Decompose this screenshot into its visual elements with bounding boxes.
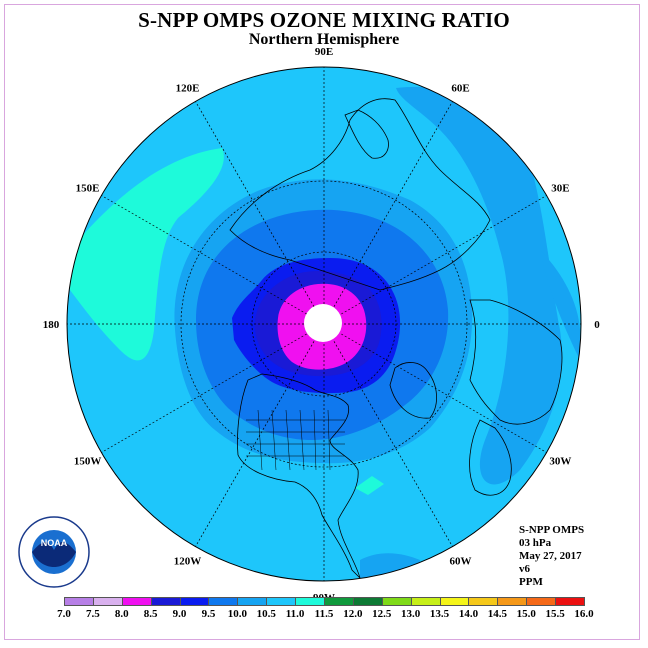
lat-circle-30 (180, 180, 468, 468)
colorbar-segment (526, 597, 557, 606)
colorbar-tick-label: 15.0 (516, 608, 536, 620)
north-america-coast (237, 373, 361, 580)
colorbar-tick-label: 14.0 (458, 608, 479, 620)
colorbar-segment (64, 597, 94, 606)
colorbar-tick-label: 14.5 (487, 608, 507, 620)
colorbar-tick-label: 12.5 (372, 608, 392, 620)
info-level: 03 hPa (519, 537, 552, 549)
contour-10.5-pacific (70, 148, 224, 361)
page-subtitle: Northern Hemisphere (248, 31, 400, 48)
colorbar-segment (410, 597, 441, 606)
colorbar-segment (381, 597, 412, 606)
colorbar-tick-label: 7.5 (86, 608, 100, 620)
colorbar-tick-label: 9.0 (172, 608, 187, 620)
colorbar-segment (497, 597, 528, 606)
colorbar-tick-label: 16.0 (574, 608, 594, 620)
colorbar-tick-label: 10.0 (227, 608, 247, 620)
info-units: PPM (519, 576, 543, 588)
noaa-logo: NOAA (18, 516, 90, 588)
info-instrument: S-NPP OMPS (519, 524, 585, 536)
europe-coast (469, 299, 563, 425)
lon-label-60w: 60W (450, 555, 472, 567)
coastlines (229, 98, 563, 580)
colorbar: 7.0 7.5 8.0 8.5 9.0 9.5 10.0 10.5 11.0 11.5 12.0 12… (57, 597, 594, 620)
africa-coast (469, 419, 512, 496)
meridian-150e (101, 195, 307, 315)
colorbar-tick-label: 15.5 (545, 608, 565, 620)
contour-10-east-edge (540, 250, 580, 360)
india-coast (344, 109, 389, 159)
colorbar-segment (92, 597, 123, 606)
meridian-60w (333, 341, 453, 547)
colorbar-segment (121, 597, 152, 606)
colorbar-tick-label: 8.5 (143, 608, 158, 620)
polar-night-hole (304, 304, 342, 342)
page-frame (4, 4, 640, 640)
colorbar-segment (266, 597, 297, 606)
lon-label-150w: 150W (74, 456, 102, 468)
lon-label-30w: 30W (549, 456, 571, 468)
greenland-coast (389, 362, 437, 419)
asia-coast (229, 98, 491, 291)
page-title: S-NPP OMPS OZONE MIXING RATIO (138, 8, 510, 32)
noaa-logo-text: NOAA (41, 538, 68, 548)
colorbar-segment (555, 597, 585, 606)
lon-label-0: 0 (594, 319, 600, 331)
lon-label-180: 180 (43, 319, 60, 331)
contour-10-east (396, 86, 562, 485)
noaa-logo-bird (32, 541, 76, 567)
colorbar-tick-label: 12.0 (343, 608, 363, 620)
us-state-grid (246, 409, 345, 471)
lon-label-90e: 90E (315, 46, 333, 58)
lon-label-120e: 120E (176, 83, 200, 95)
colorbar-tick-label: 11.5 (314, 608, 334, 620)
colorbar-tick-label: 7.0 (57, 608, 71, 620)
colorbar-tick-label: 9.5 (201, 608, 216, 620)
lon-label-30e: 30E (551, 183, 569, 195)
meridian-60e (333, 101, 453, 307)
lon-label-120w: 120W (174, 555, 202, 567)
meridian-30w (341, 333, 547, 453)
colorbar-segment (208, 597, 239, 606)
colorbar-tick-label: 13.5 (429, 608, 450, 620)
colorbar-tick-label: 11.0 (285, 608, 305, 620)
colorbar-segment (237, 597, 268, 606)
info-block: S-NPP OMPS 03 hPa May 27, 2017 v6 PPM (519, 524, 584, 589)
contour-10-south (360, 553, 420, 581)
colorbar-segment (324, 597, 354, 606)
lon-label-60e: 60E (451, 83, 469, 95)
info-version: v6 (519, 563, 530, 575)
lon-label-150e: 150E (76, 183, 100, 195)
globe-outline (66, 66, 582, 582)
meridian-120e (195, 101, 315, 307)
colorbar-tick-label: 13.0 (401, 608, 421, 620)
colorbar-segment (295, 597, 325, 606)
colorbar-tick-label: 8.0 (114, 608, 129, 620)
colorbar-segment (179, 597, 210, 606)
colorbar-tick-label: 10.5 (256, 608, 276, 620)
meridian-120w (195, 341, 315, 547)
colorbar-segment (150, 597, 181, 606)
contour-10.5-atlantic (355, 476, 384, 495)
info-date: May 27, 2017 (519, 550, 582, 562)
colorbar-segment (352, 597, 383, 606)
colorbar-segment (468, 597, 499, 606)
colorbar-segment (439, 597, 470, 606)
meridian-30e (341, 195, 547, 315)
meridian-150w (101, 333, 307, 453)
